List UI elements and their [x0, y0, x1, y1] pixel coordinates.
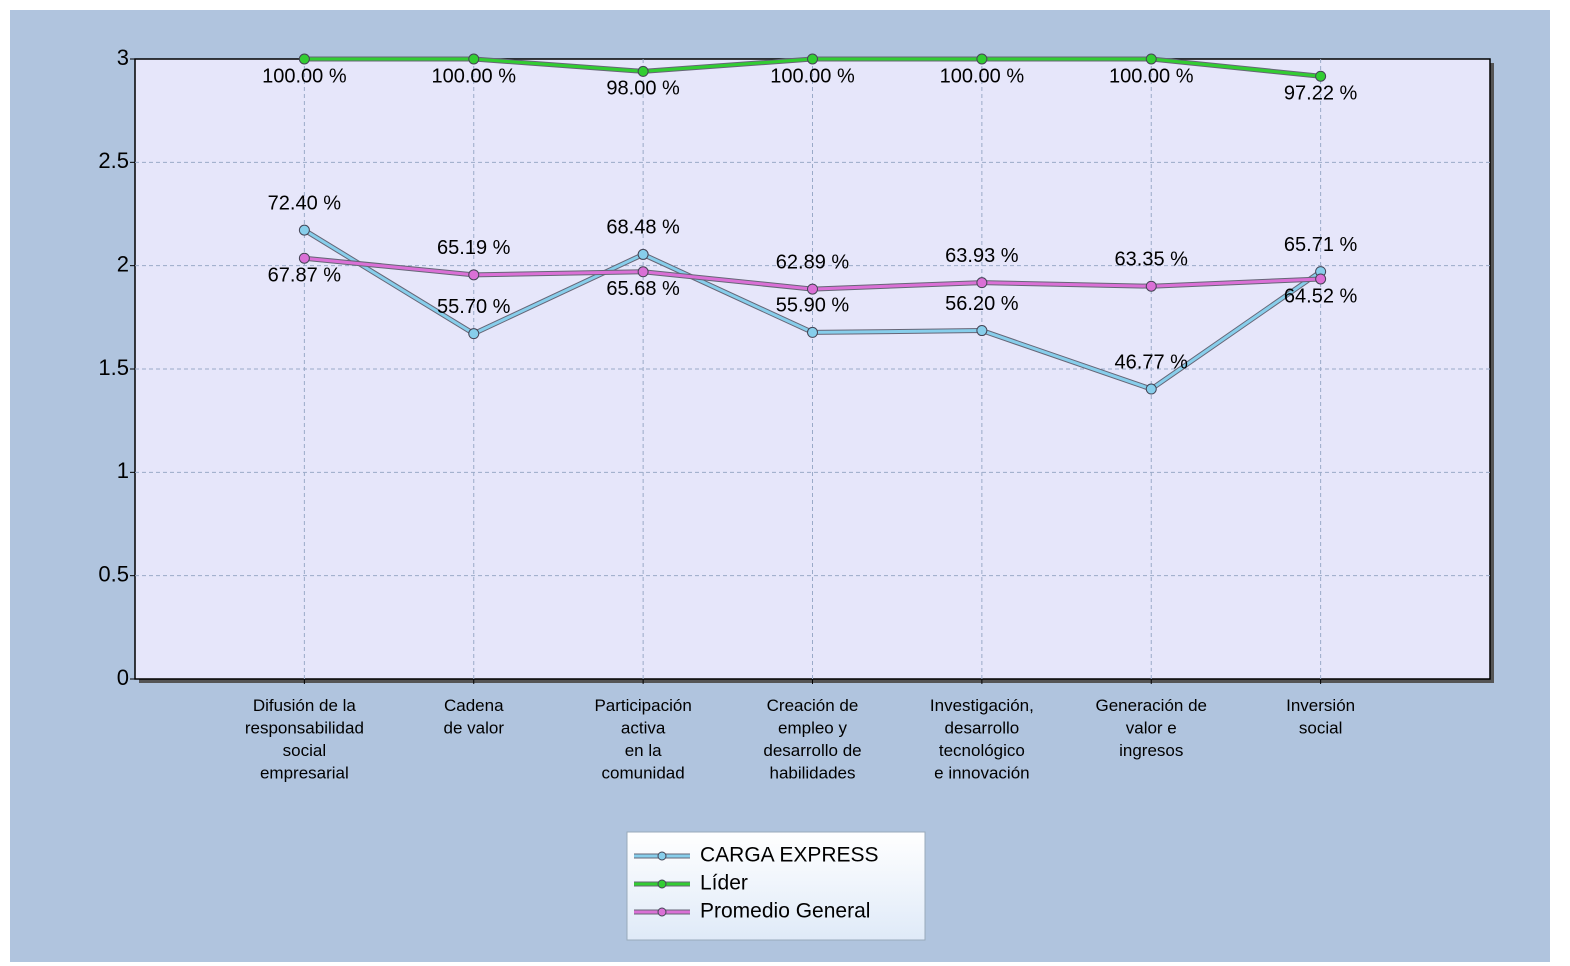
data-point — [637, 248, 649, 260]
data-point — [298, 53, 310, 65]
x-tick-label: Investigación, desarrollo tecnológico e inn… — [930, 696, 1034, 783]
data-label: 97.22 % — [1284, 83, 1358, 105]
data-label: 65.68 % — [606, 278, 680, 300]
legend-label: Promedio General — [700, 900, 870, 923]
data-point — [298, 224, 310, 236]
x-tick-label: Cadena de valor — [444, 696, 505, 738]
data-label: 100.00 % — [262, 65, 347, 87]
legend-label: Líder — [700, 872, 748, 895]
data-label: 65.71 % — [1284, 234, 1358, 256]
data-label: 63.93 % — [945, 245, 1019, 267]
data-label: 46.77 % — [1115, 351, 1189, 373]
data-label: 65.19 % — [437, 237, 511, 259]
legend-marker — [657, 879, 667, 889]
y-tick-label: 0 — [117, 665, 129, 690]
data-point — [807, 326, 818, 338]
data-label: 100.00 % — [431, 65, 516, 87]
data-label: 62.89 % — [776, 251, 850, 273]
data-point — [976, 325, 988, 337]
x-tick-label: Creación de empleo y desarrollo de habilida… — [763, 696, 861, 783]
legend-marker — [657, 907, 667, 917]
data-point — [637, 266, 649, 278]
data-label: 55.70 % — [437, 296, 511, 318]
legend-marker — [657, 851, 667, 861]
data-point — [807, 53, 818, 65]
legend-label: CARGA EXPRESS — [700, 844, 879, 867]
data-point — [1145, 280, 1157, 292]
data-point — [1145, 383, 1157, 395]
data-label: 55.90 % — [776, 295, 850, 317]
data-label: 100.00 % — [940, 65, 1025, 87]
data-point — [976, 53, 988, 65]
data-label: 63.35 % — [1115, 249, 1189, 271]
data-point — [1315, 70, 1327, 82]
data-label: 100.00 % — [1109, 65, 1194, 87]
data-label: 67.87 % — [268, 264, 342, 286]
data-point — [637, 65, 649, 77]
data-label: 100.00 % — [770, 65, 855, 87]
data-label: 72.40 % — [268, 192, 342, 214]
data-label: 98.00 % — [606, 78, 680, 100]
data-point — [976, 277, 988, 289]
x-tick-label: Generación de valor e ingresos — [1095, 696, 1207, 760]
y-tick-label: 3 — [117, 45, 129, 70]
data-label: 64.52 % — [1284, 285, 1358, 307]
data-point — [807, 283, 818, 295]
data-point — [1315, 273, 1327, 285]
data-point — [298, 252, 310, 264]
y-tick-label: 1.5 — [98, 355, 129, 380]
y-tick-label: 2.5 — [98, 148, 129, 173]
data-label: 68.48 % — [606, 217, 680, 239]
data-point — [468, 328, 480, 340]
data-point — [468, 269, 480, 281]
x-tick-label: Participación activa en la comunidad — [594, 696, 691, 783]
y-tick-label: 2 — [117, 251, 129, 276]
y-tick-label: 1 — [117, 458, 129, 483]
data-label: 56.20 % — [945, 293, 1019, 315]
x-tick-label: Difusión de la responsabilidad social empre… — [245, 696, 364, 783]
data-point — [1145, 53, 1157, 65]
data-point — [468, 53, 480, 65]
x-tick-label: Inversión social — [1286, 696, 1355, 738]
y-tick-label: 0.5 — [98, 561, 129, 586]
